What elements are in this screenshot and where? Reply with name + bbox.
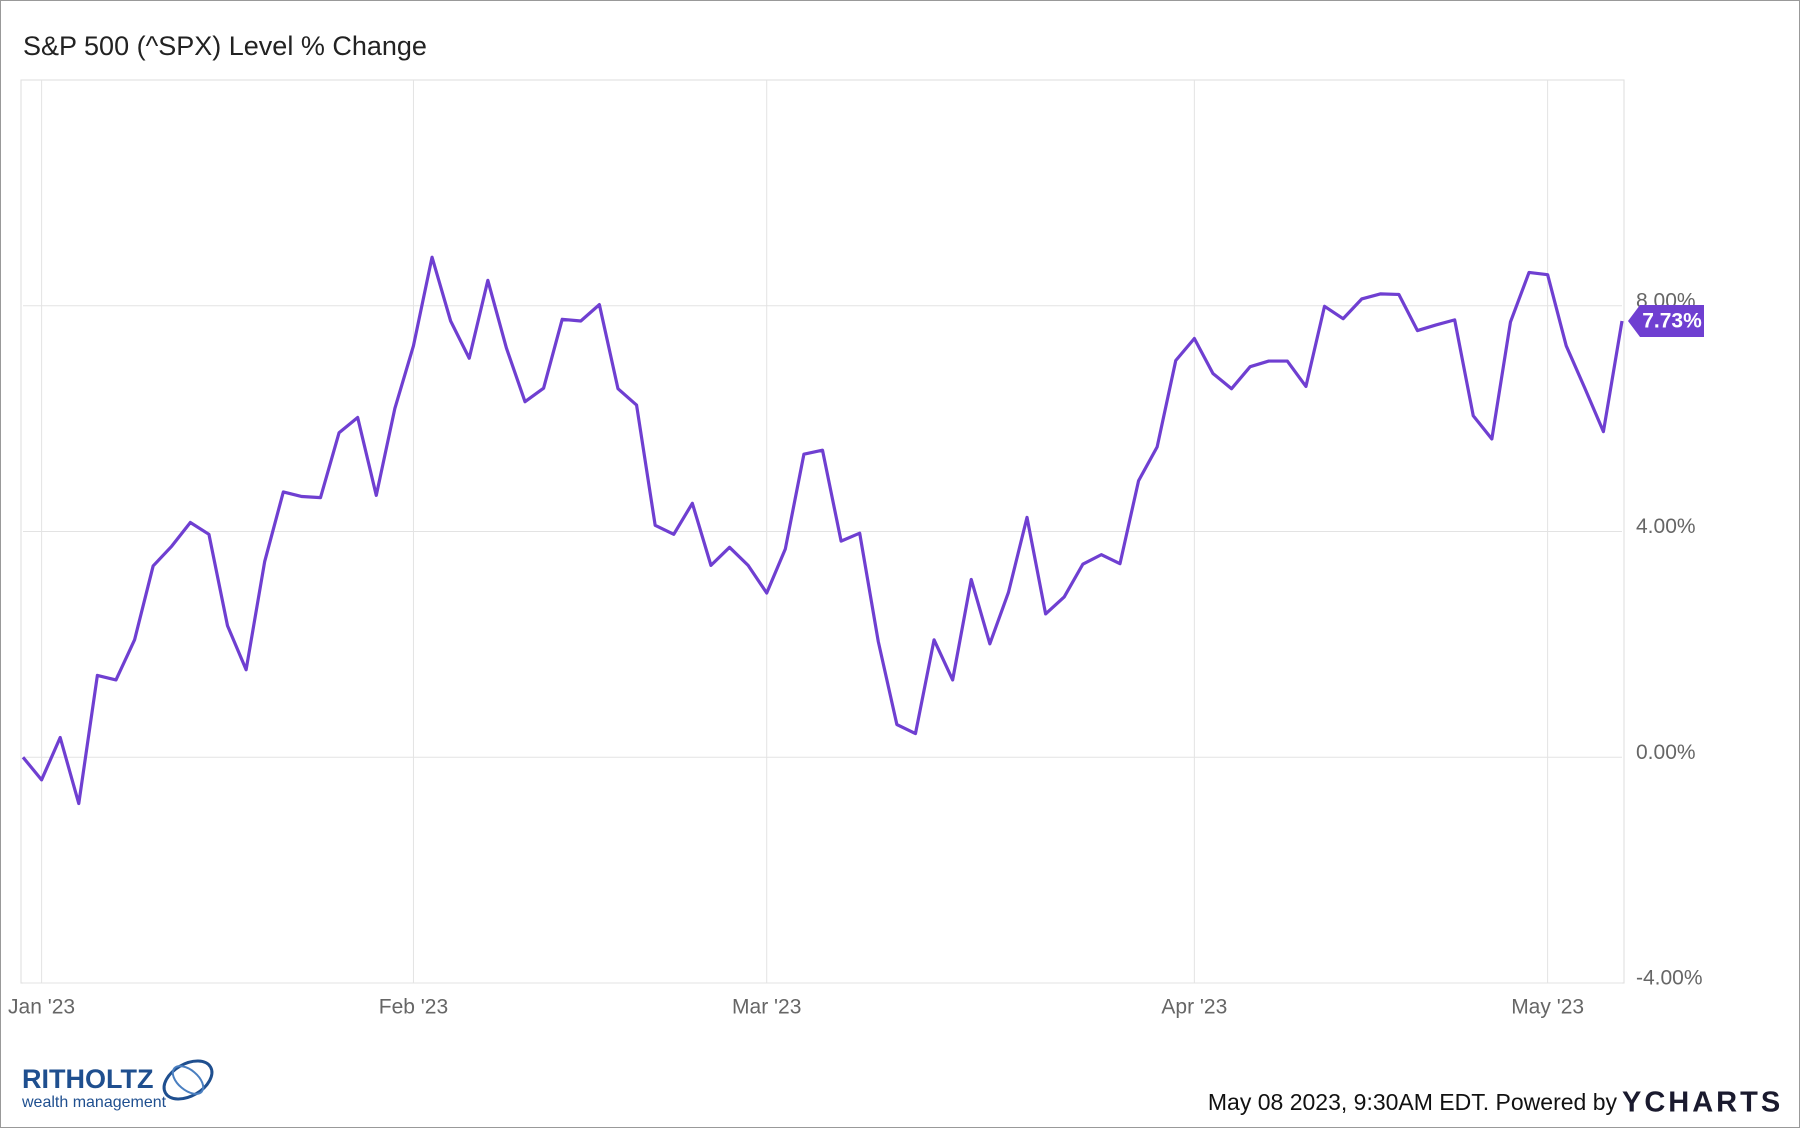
footer-timestamp: May 08 2023, 9:30AM EDT. Powered by xyxy=(1208,1089,1618,1115)
logo-ring xyxy=(171,1065,205,1095)
y-tick-label: 4.00% xyxy=(1636,515,1696,538)
chart-title: S&P 500 (^SPX) Level % Change xyxy=(23,31,427,61)
value-badge-bg xyxy=(1628,304,1704,337)
logo: RITHOLTZ wealth management xyxy=(21,1059,214,1111)
line xyxy=(21,255,1624,806)
x-tick-label: Feb '23 xyxy=(379,996,448,1019)
logo-name: RITHOLTZ xyxy=(22,1064,153,1094)
y-tick-label: 0.00% xyxy=(1636,741,1696,764)
footer-brand: YCHARTS xyxy=(1622,1087,1783,1119)
x-tick-label: Jan '23 xyxy=(8,996,75,1019)
x-tick-label: May '23 xyxy=(1511,996,1584,1019)
x-tick-label: Mar '23 xyxy=(732,996,801,1019)
logo-tagline: wealth management xyxy=(21,1094,167,1111)
x-tick-label: Apr '23 xyxy=(1161,996,1227,1019)
value-label: 7.73% xyxy=(1642,310,1702,333)
value-badge: 7.73% xyxy=(1628,304,1704,337)
y-tick-label: -4.00% xyxy=(1636,967,1703,990)
